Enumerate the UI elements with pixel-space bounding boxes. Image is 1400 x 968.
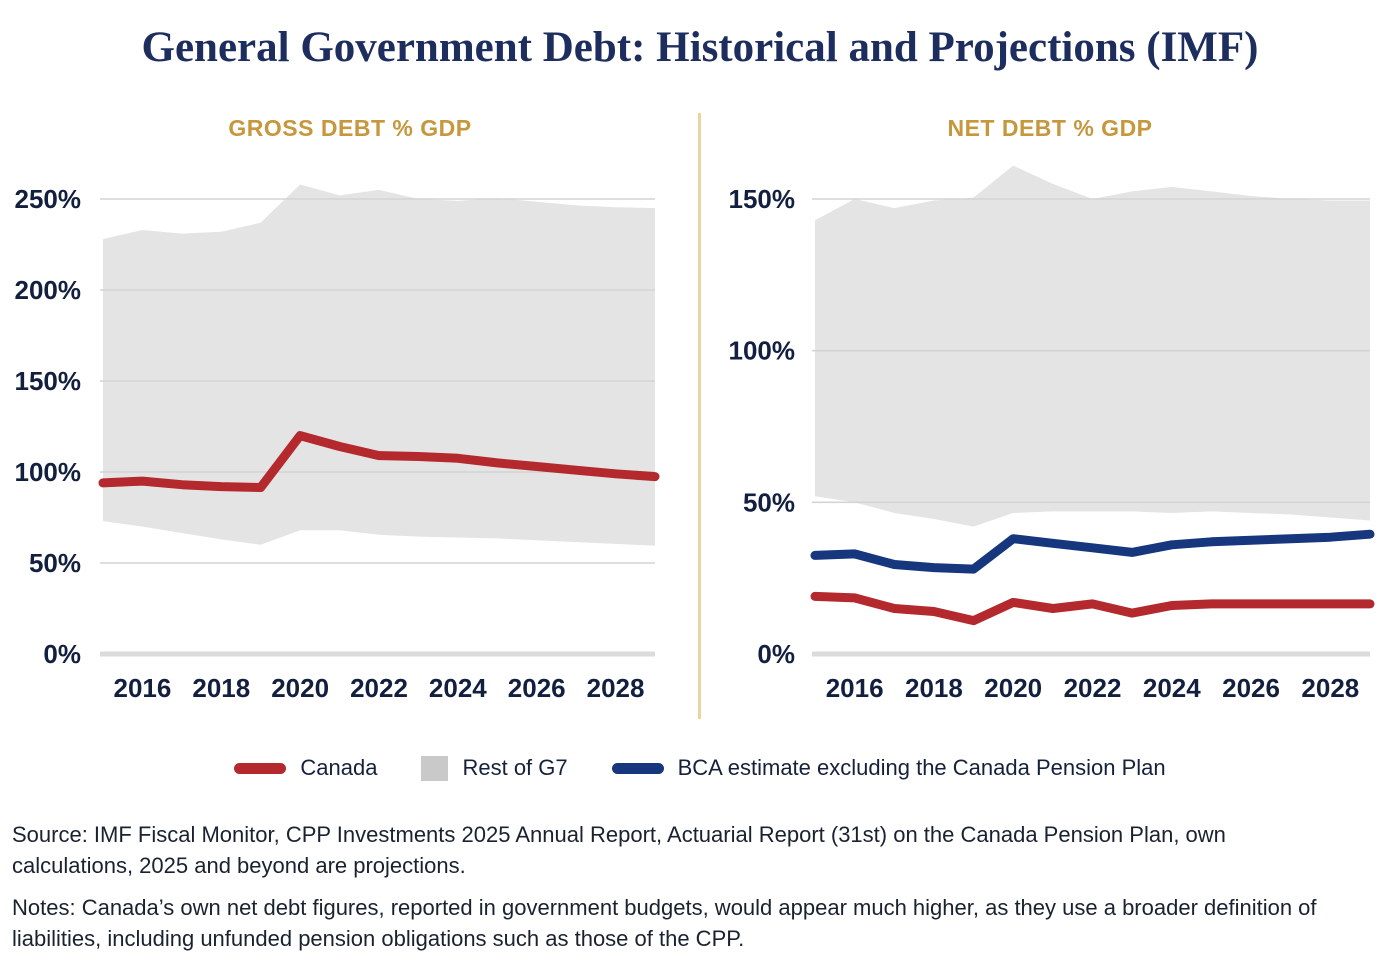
bca-line-marker-icon bbox=[611, 762, 664, 774]
gross-debt-panel-title: GROSS DEBT % GDP bbox=[228, 115, 472, 142]
y-tick-label: 150% bbox=[15, 366, 82, 396]
legend-item-bca-estimate: BCA estimate excluding the Canada Pensio… bbox=[611, 755, 1166, 781]
x-tick-label: 2022 bbox=[350, 673, 408, 703]
y-tick-label: 100% bbox=[15, 457, 82, 487]
x-tick-label: 2020 bbox=[271, 673, 329, 703]
x-tick-label: 2024 bbox=[429, 673, 487, 703]
notes-text: Notes: Canada’s own net debt figures, re… bbox=[12, 895, 1317, 952]
y-tick-label: 0% bbox=[757, 639, 795, 669]
charts-container: GROSS DEBT % GDP 0% 50% 100% 150% 200% 250% 20… bbox=[0, 113, 1400, 723]
y-tick-label: 100% bbox=[729, 336, 796, 366]
footer: Source: IMF Fiscal Monitor, CPP Investme… bbox=[12, 819, 1388, 954]
legend: Canada Rest of G7 BCA estimate excluding… bbox=[0, 755, 1400, 781]
net-debt-chart: 0% 50% 100% 150% 2016 2018 2020 2022 2024 2026 202… bbox=[729, 165, 1375, 703]
rest-of-g7-band bbox=[815, 165, 1370, 527]
x-tick-label: 2018 bbox=[192, 673, 250, 703]
x-tick-label: 2028 bbox=[1301, 673, 1359, 703]
source-text: Source: IMF Fiscal Monitor, CPP Investme… bbox=[12, 822, 1226, 879]
x-tick-label: 2028 bbox=[587, 673, 645, 703]
x-tick-label: 2016 bbox=[114, 673, 172, 703]
canada-line bbox=[810, 592, 1375, 626]
y-tick-label: 200% bbox=[15, 275, 82, 305]
legend-label-canada: Canada bbox=[300, 755, 378, 781]
y-tick-label: 50% bbox=[29, 548, 81, 578]
x-tick-label: 2026 bbox=[1222, 673, 1280, 703]
x-tick-label: 2016 bbox=[826, 673, 884, 703]
x-tick-label: 2024 bbox=[1143, 673, 1201, 703]
legend-item-rest-of-g7: Rest of G7 bbox=[421, 755, 568, 781]
y-tick-label: 0% bbox=[43, 639, 81, 669]
panel-divider bbox=[698, 113, 701, 720]
bca-estimate-line bbox=[810, 529, 1375, 574]
gross-debt-chart: 0% 50% 100% 150% 200% 250% 2016 2018 2020 2022 202… bbox=[15, 184, 660, 703]
legend-label-bca-estimate: BCA estimate excluding the Canada Pensio… bbox=[677, 755, 1166, 781]
y-tick-label: 250% bbox=[15, 184, 82, 214]
legend-label-rest-of-g7: Rest of G7 bbox=[462, 755, 568, 781]
net-debt-panel: NET DEBT % GDP 0% 50% 100% 150% 2016 2018 2020… bbox=[700, 115, 1400, 723]
canada-line-marker-icon bbox=[234, 762, 287, 774]
rest-of-g7-band bbox=[103, 184, 655, 547]
canada-line bbox=[98, 431, 660, 493]
legend-item-canada: Canada bbox=[234, 755, 377, 781]
x-tick-label: 2018 bbox=[905, 673, 963, 703]
x-tick-label: 2022 bbox=[1064, 673, 1122, 703]
x-tick-label: 2020 bbox=[984, 673, 1042, 703]
y-tick-label: 150% bbox=[729, 184, 796, 214]
net-debt-panel-title: NET DEBT % GDP bbox=[947, 115, 1153, 142]
rest-of-g7-band-marker-icon bbox=[421, 755, 449, 781]
gross-debt-panel: GROSS DEBT % GDP 0% 50% 100% 150% 200% 250% 20… bbox=[0, 115, 700, 723]
page-title: General Government Debt: Historical and … bbox=[141, 24, 1259, 71]
x-tick-label: 2026 bbox=[508, 673, 566, 703]
y-tick-label: 50% bbox=[743, 488, 795, 518]
